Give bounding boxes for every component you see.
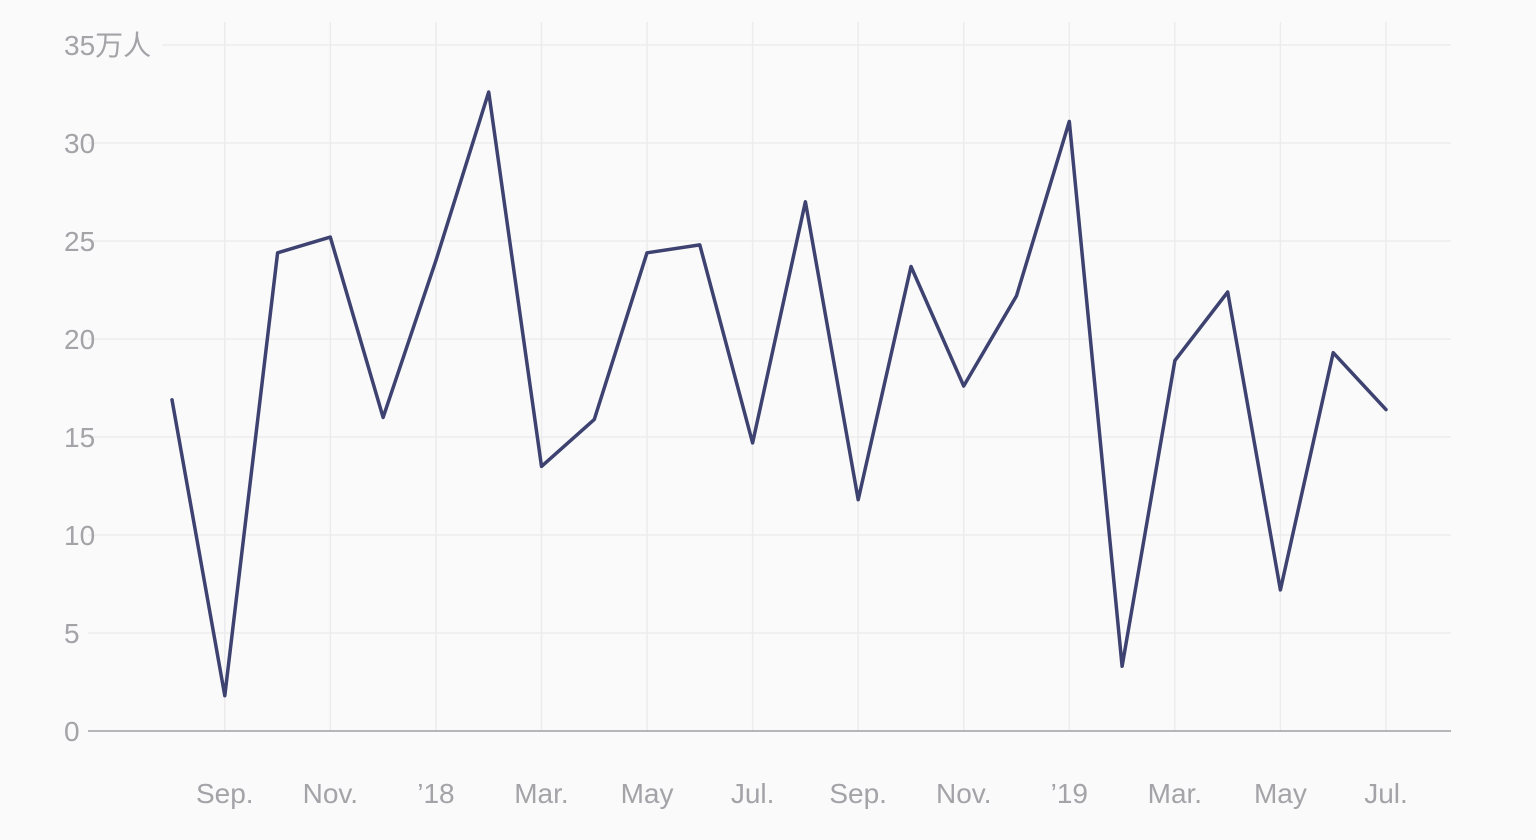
grid-layer: [88, 22, 1451, 732]
y-tick-label: 10: [64, 520, 95, 551]
series-line: [170, 90, 1388, 698]
y-tick-label: 5: [64, 618, 80, 649]
y-tick-label: 30: [64, 128, 95, 159]
y-axis-ticks: 0 5 10 15 20 25 30 35万人: [64, 30, 151, 747]
x-tick-label: Mar.: [1148, 778, 1202, 809]
y-tick-label: 25: [64, 226, 95, 257]
x-tick-label: Nov.: [303, 778, 359, 809]
y-tick-label: 0: [64, 716, 80, 747]
x-tick-label: ’18: [417, 778, 454, 809]
x-tick-label: Sep.: [196, 778, 254, 809]
y-tick-label: 35万人: [64, 30, 151, 61]
x-tick-label: ’19: [1051, 778, 1088, 809]
x-tick-label: May: [1254, 778, 1307, 809]
x-tick-label: Sep.: [829, 778, 887, 809]
x-tick-label: Mar.: [514, 778, 568, 809]
y-tick-label: 15: [64, 422, 95, 453]
x-tick-label: Nov.: [936, 778, 992, 809]
series-layer: [170, 90, 1388, 698]
y-tick-label: 20: [64, 324, 95, 355]
x-tick-label: Jul.: [731, 778, 775, 809]
x-axis-ticks: Sep. Nov. ’18 Mar. May Jul. Sep. Nov. ’19 Mar. May…: [196, 778, 1408, 809]
x-tick-label: May: [621, 778, 674, 809]
x-tick-label: Jul.: [1364, 778, 1408, 809]
